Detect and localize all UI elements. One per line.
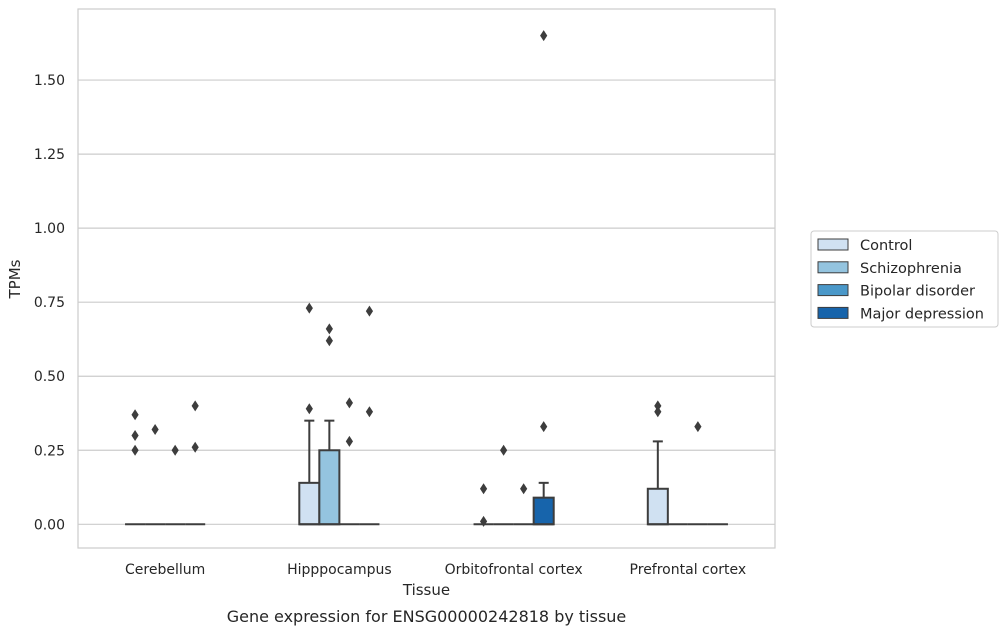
legend-label: Bipolar disorder bbox=[860, 284, 975, 300]
legend-swatch bbox=[817, 306, 849, 319]
box-group bbox=[513, 483, 534, 526]
legend-label: Control bbox=[860, 238, 912, 254]
plot-frame bbox=[77, 8, 776, 549]
box-group bbox=[493, 444, 514, 526]
y-tick-label: 0.25 bbox=[34, 443, 65, 459]
y-tick-labels: 0.00 0.25 0.50 0.75 1.00 1.25 1.50 bbox=[34, 73, 65, 533]
x-tick-label: Orbitofrontal cortex bbox=[445, 562, 583, 578]
outlier-point bbox=[171, 444, 179, 456]
outlier-point bbox=[654, 406, 662, 418]
y-tick-label: 0.00 bbox=[34, 517, 65, 533]
outlier-point bbox=[365, 305, 374, 317]
legend-swatch bbox=[817, 261, 849, 274]
chart-caption: Gene expression for ENSG00000242818 by t… bbox=[227, 607, 627, 626]
outlier-point bbox=[191, 400, 199, 412]
outlier-point bbox=[131, 409, 139, 421]
x-tick-label: Cerebellum bbox=[125, 562, 205, 578]
box bbox=[298, 481, 321, 526]
outlier-point bbox=[305, 403, 313, 415]
y-tick-label: 1.00 bbox=[34, 221, 65, 237]
legend-swatch bbox=[817, 284, 849, 297]
legend: Control Schizophrenia Bipolar disorder Majo… bbox=[810, 230, 999, 328]
y-tick-label: 0.50 bbox=[34, 369, 65, 385]
outlier-point bbox=[151, 424, 159, 436]
box-group bbox=[646, 400, 669, 526]
y-tick-label: 0.75 bbox=[34, 295, 65, 311]
plot-background bbox=[78, 9, 775, 548]
outlier-point bbox=[694, 421, 702, 433]
outlier-point bbox=[654, 400, 662, 412]
outlier-point bbox=[191, 441, 199, 453]
outlier-point bbox=[479, 515, 488, 527]
outlier-point bbox=[540, 30, 548, 42]
legend-label: Major depression bbox=[860, 306, 984, 322]
box-group bbox=[165, 444, 186, 526]
outlier-point bbox=[325, 335, 333, 347]
outlier-point bbox=[365, 406, 374, 418]
box bbox=[532, 496, 555, 526]
x-tick-label: Hipppocampus bbox=[287, 562, 392, 578]
box-group bbox=[359, 305, 380, 526]
box-group bbox=[318, 323, 341, 526]
box-group bbox=[532, 30, 555, 526]
boxes bbox=[125, 30, 728, 527]
box-group bbox=[687, 421, 708, 526]
y-axis-label: TPMs bbox=[6, 259, 24, 299]
box-group bbox=[145, 424, 166, 526]
box-group bbox=[125, 409, 146, 526]
outlier-point bbox=[540, 421, 548, 433]
box-group bbox=[339, 397, 360, 526]
outlier-point bbox=[305, 302, 313, 314]
box bbox=[318, 449, 341, 526]
x-tick-labels: Cerebellum Hipppocampus Orbitofrontal cort… bbox=[125, 562, 746, 578]
box-group bbox=[298, 302, 321, 526]
outlier-point bbox=[479, 483, 488, 495]
outlier-point bbox=[345, 397, 353, 409]
x-tick-label: Prefrontal cortex bbox=[630, 562, 747, 578]
legend-swatch bbox=[817, 238, 849, 251]
outlier-point bbox=[345, 435, 353, 447]
outlier-point bbox=[500, 444, 508, 456]
y-tick-label: 1.25 bbox=[34, 147, 65, 163]
box-group bbox=[473, 483, 494, 527]
x-axis-label: Tissue bbox=[402, 581, 450, 599]
y-tick-label: 1.50 bbox=[34, 73, 65, 89]
outlier-point bbox=[520, 483, 528, 495]
box bbox=[646, 487, 669, 526]
outlier-point bbox=[131, 444, 139, 456]
box-group bbox=[185, 400, 206, 526]
outlier-point bbox=[325, 323, 333, 335]
legend-label: Schizophrenia bbox=[860, 261, 962, 277]
outlier-point bbox=[131, 429, 139, 441]
legend-frame bbox=[810, 230, 999, 328]
